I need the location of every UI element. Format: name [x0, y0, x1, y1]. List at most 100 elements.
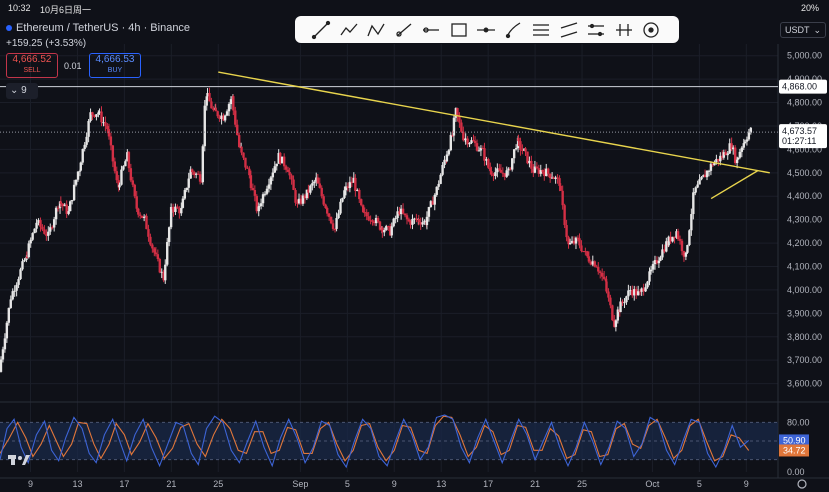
candle-body: [669, 236, 672, 242]
candle-body: [318, 183, 321, 188]
horizontal-line-icon[interactable]: [476, 20, 496, 40]
candle-body: [277, 152, 280, 164]
candle-body: [425, 216, 429, 226]
candle-body: [52, 219, 56, 228]
candle-body: [496, 168, 499, 173]
candle-body: [532, 168, 535, 173]
candle-body: [25, 256, 28, 258]
last-price-label: 4,673.57: [782, 126, 817, 136]
candle-body: [294, 189, 297, 203]
y-tick-label: 3,600.00: [787, 379, 822, 389]
symbol-title[interactable]: Ethereum / TetherUS · 4h · Binance: [6, 22, 190, 34]
candle-body: [61, 203, 64, 207]
candle-body: [58, 201, 62, 209]
candle-body: [646, 281, 649, 288]
candle-body: [675, 231, 678, 238]
candle-body: [187, 178, 190, 188]
candle-body: [429, 201, 433, 208]
candle-body: [135, 196, 138, 209]
candle-body: [305, 189, 309, 199]
candle-body: [189, 169, 192, 179]
candle-body: [543, 171, 546, 177]
candle-body: [49, 227, 52, 232]
candle-body: [122, 166, 125, 170]
candle-body: [735, 159, 739, 164]
tradingview-logo-icon: [8, 455, 30, 465]
candle-body: [609, 297, 612, 306]
candle-body: [240, 146, 243, 153]
brush-icon[interactable]: [504, 20, 524, 40]
candle-body: [572, 240, 576, 244]
candle-body: [356, 189, 359, 191]
candle-body: [147, 229, 150, 237]
trend-line-icon[interactable]: [311, 20, 331, 40]
candle-body: [255, 195, 258, 212]
candle-body: [419, 222, 422, 225]
y-tick-label: 5,000.00: [787, 51, 822, 61]
candle-body: [489, 167, 492, 172]
price-change: +159.25 (+3.53%): [6, 38, 87, 49]
candle-body: [363, 212, 366, 214]
x-tick-label: 9: [28, 479, 33, 489]
candle-body: [648, 271, 651, 282]
resistance-trendline[interactable]: [218, 71, 770, 174]
candle-body: [257, 206, 261, 208]
candle-body: [63, 204, 66, 207]
date-range-icon[interactable]: [614, 20, 634, 40]
oscillator-k-label: 50.90: [783, 435, 806, 445]
candle-body: [616, 309, 620, 321]
sell-price: 4,666.52: [12, 54, 52, 65]
candle-body: [133, 184, 136, 197]
candle-body: [369, 220, 372, 222]
candle-body: [680, 240, 684, 252]
path-icon[interactable]: [339, 20, 359, 40]
candle-body: [521, 149, 524, 151]
candle-body: [83, 144, 86, 150]
settings-gear-icon[interactable]: [797, 479, 807, 489]
candle-body: [698, 179, 701, 185]
parallel-channel-icon[interactable]: [559, 20, 579, 40]
candle-body: [329, 216, 333, 224]
candle-body: [196, 173, 200, 175]
buy-button[interactable]: 4,666.53 BUY: [89, 53, 141, 78]
circle-icon[interactable]: [641, 20, 661, 40]
ray-icon[interactable]: [394, 20, 414, 40]
support-trendline[interactable]: [710, 169, 759, 200]
candle-body: [470, 140, 473, 143]
candle-body: [218, 116, 221, 120]
buy-label: BUY: [107, 67, 123, 74]
currency-select[interactable]: USDT ⌄: [780, 22, 826, 38]
candle-body: [688, 230, 691, 246]
candle-body: [72, 184, 76, 201]
candle-body: [100, 111, 103, 123]
candle-body: [421, 222, 424, 225]
candle-body: [665, 241, 668, 252]
sell-button[interactable]: 4,666.52 SELL: [6, 53, 58, 78]
candle-body: [458, 116, 461, 123]
horizontal-level-tag: [779, 79, 827, 94]
candle-body: [267, 184, 271, 189]
candle-body: [390, 226, 393, 236]
candle-body: [106, 125, 109, 130]
candle-body: [372, 221, 376, 224]
candle-body: [407, 219, 411, 222]
polyline-icon[interactable]: [366, 20, 386, 40]
fib-icon[interactable]: [531, 20, 551, 40]
candle-body: [29, 239, 32, 244]
candle-body: [614, 320, 618, 327]
logo-slash: [22, 455, 30, 465]
candle-body: [563, 205, 566, 226]
candle-body: [705, 170, 709, 178]
candle-body: [700, 177, 703, 180]
range-icon[interactable]: [586, 20, 606, 40]
candle-body: [728, 143, 731, 154]
horizontal-ray-icon[interactable]: [421, 20, 441, 40]
candle-body: [642, 288, 645, 292]
oscillator-k-line: [0, 414, 750, 469]
indicators-toggle[interactable]: ⌄ 9: [6, 83, 38, 99]
rectangle-icon[interactable]: [449, 20, 469, 40]
oscillator-d-tag: [779, 444, 809, 457]
candle-body: [176, 206, 179, 209]
